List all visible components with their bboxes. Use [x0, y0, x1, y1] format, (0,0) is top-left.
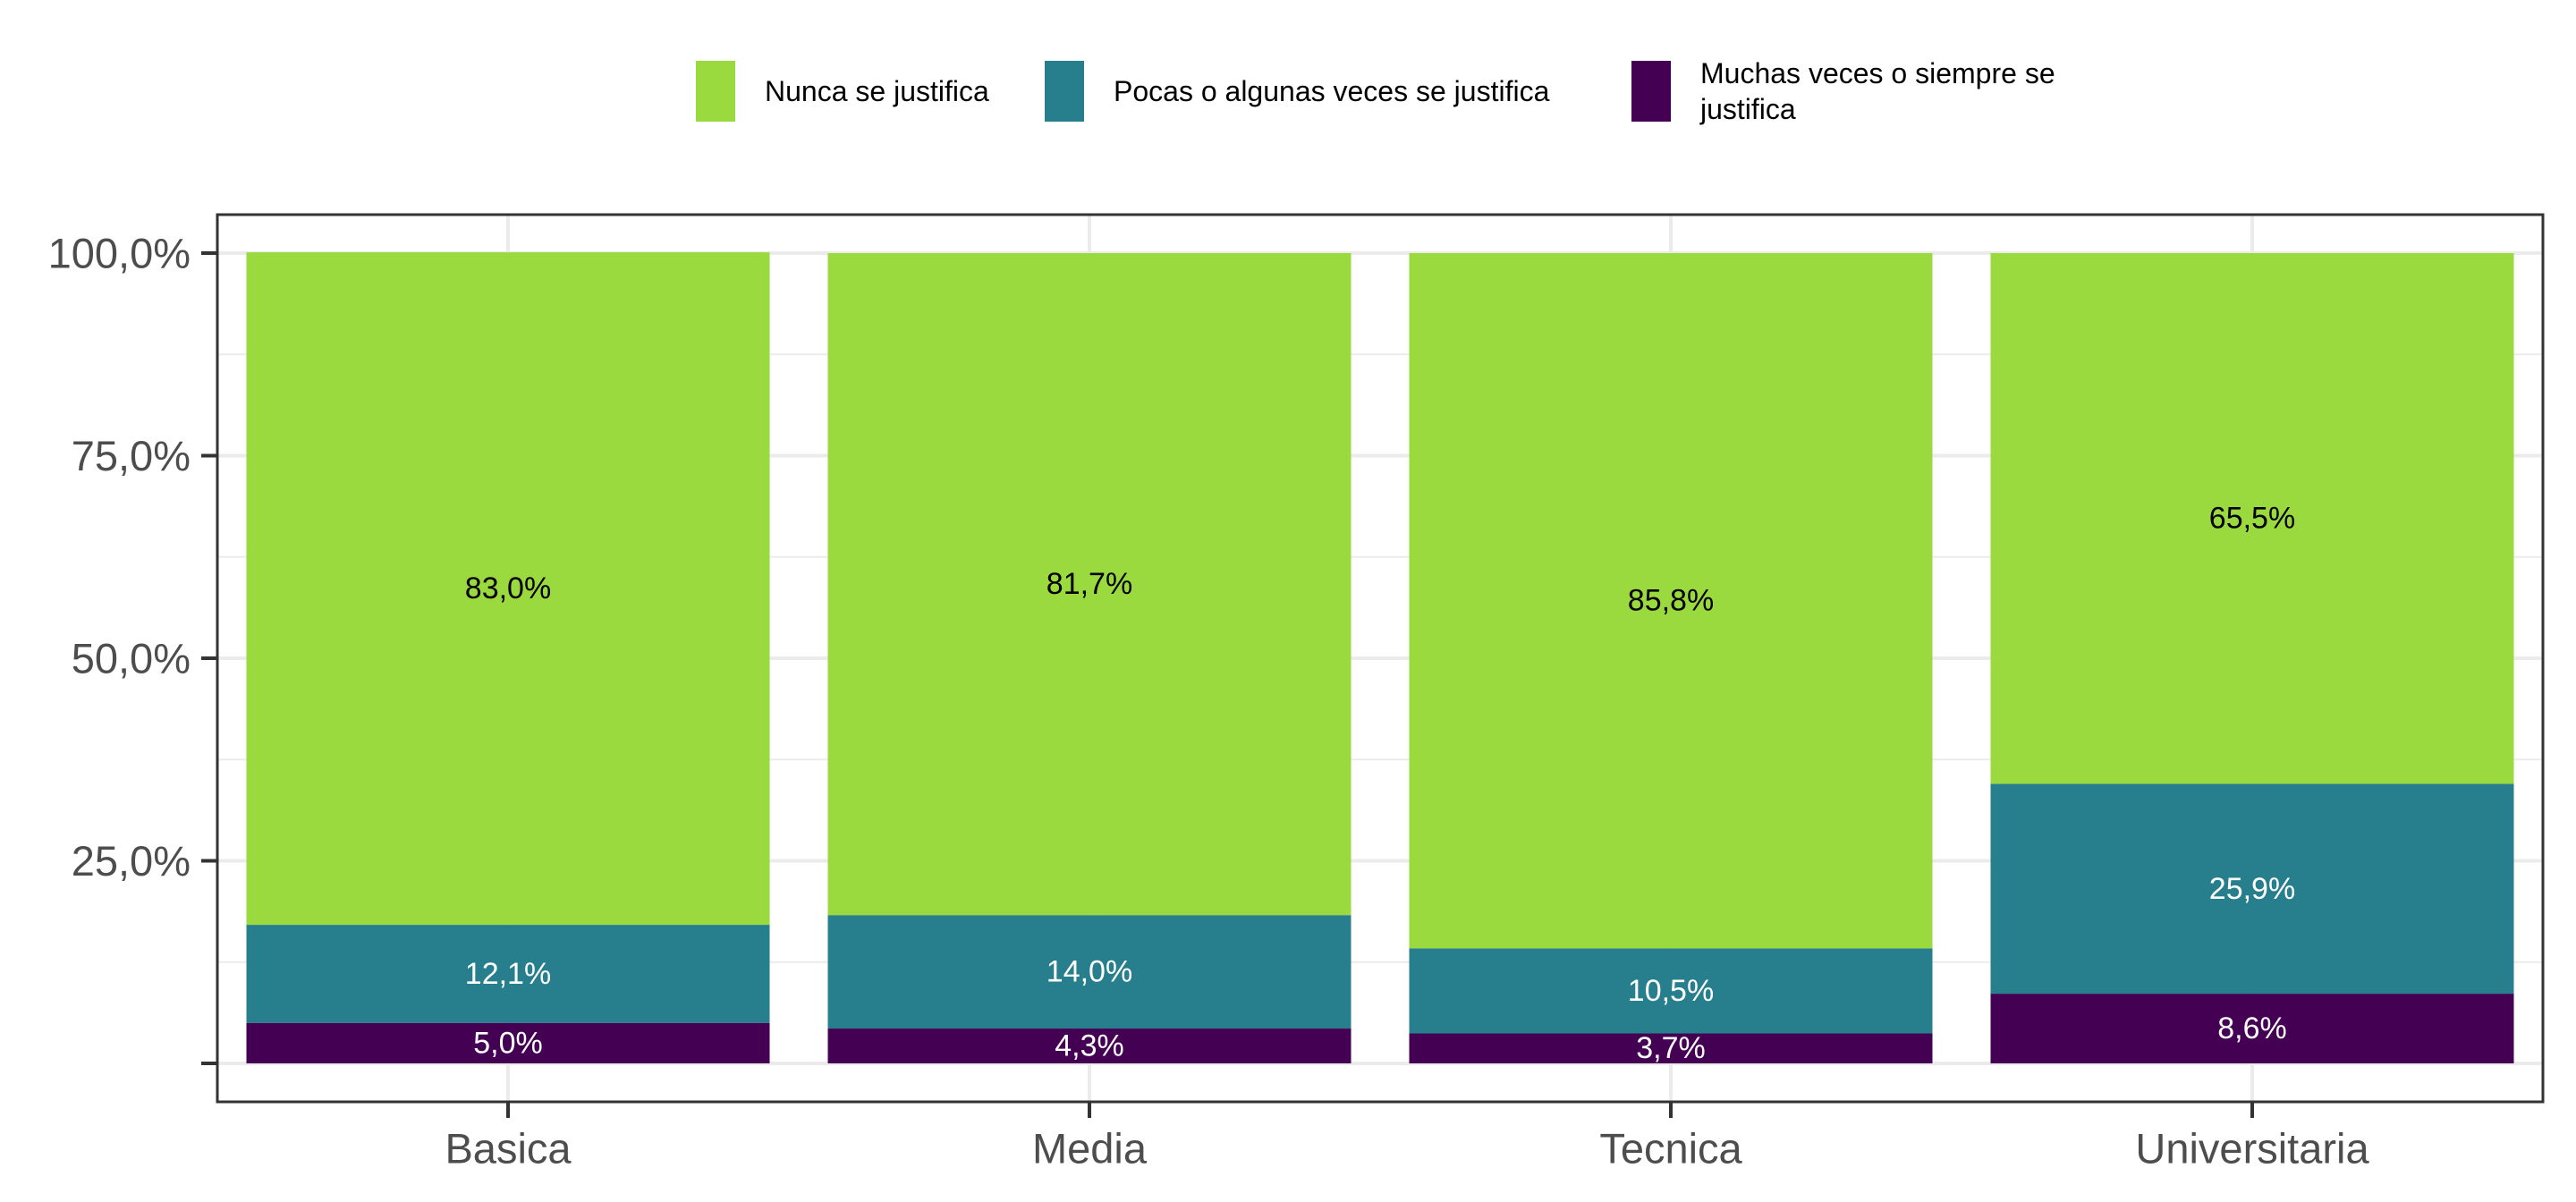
data-labels: 5,0% 12,1% 83,0% 4,3% 14,0% 81,7% 3,7% 10,5% 85,… [465, 502, 2295, 1066]
legend: Nunca se justifica Pocas o algunas veces … [696, 57, 2055, 125]
bar-basica-pocas-o-algunas-veces-se-justifica [246, 925, 770, 1023]
bar-universitaria-nunca-se-justifica [1990, 253, 2514, 784]
x-tick-label-tecnica: Tecnica [1599, 1125, 1742, 1172]
bar-basica-muchas-veces-o-siempre-se-justifica [246, 1022, 770, 1063]
bar-universitaria-pocas-o-algunas-veces-se-justifica [1990, 783, 2514, 995]
data-label-basica-nunca-se-justifica: 83,0% [465, 571, 551, 605]
data-label-tecnica-nunca-se-justifica: 85,8% [1628, 584, 1714, 618]
legend-label: justifica [1699, 93, 1796, 125]
x-tick-label-media: Media [1032, 1125, 1148, 1172]
legend-swatch [1045, 61, 1084, 122]
x-tick-label-universitaria: Universitaria [2135, 1125, 2369, 1172]
data-label-universitaria-pocas-o-algunas-veces-se-justifica: 25,9% [2209, 872, 2295, 906]
bar-tecnica-muchas-veces-o-siempre-se-justifica [1409, 1033, 1933, 1063]
legend-item-nunca-se-justifica: Nunca se justifica [696, 61, 989, 122]
data-label-media-pocas-o-algunas-veces-se-justifica: 14,0% [1046, 955, 1132, 989]
data-label-basica-pocas-o-algunas-veces-se-justifica: 12,1% [465, 957, 551, 991]
bar-basica-nunca-se-justifica [246, 252, 770, 926]
legend-label: Nunca se justifica [765, 75, 989, 107]
y-tick-label: 25,0% [72, 837, 191, 885]
y-tick-label: 50,0% [72, 635, 191, 682]
bar-universitaria-muchas-veces-o-siempre-se-justifica [1990, 994, 2514, 1063]
bar-media-muchas-veces-o-siempre-se-justifica [827, 1028, 1352, 1063]
bar-tecnica-nunca-se-justifica [1409, 253, 1933, 949]
legend-label: Muchas veces o siempre se [1700, 57, 2055, 89]
bar-media-nunca-se-justifica [827, 253, 1352, 916]
bar-media-pocas-o-algunas-veces-se-justifica [827, 915, 1352, 1029]
data-label-universitaria-nunca-se-justifica: 65,5% [2209, 502, 2295, 536]
bar-tecnica-pocas-o-algunas-veces-se-justifica [1409, 948, 1933, 1034]
data-label-universitaria-muchas-veces-o-siempre-se-justifica: 8,6% [2217, 1012, 2287, 1045]
legend-swatch [696, 61, 735, 122]
x-tick-label-basica: Basica [445, 1125, 572, 1172]
y-tick-label: 75,0% [72, 432, 191, 479]
legend-swatch [1631, 61, 1671, 122]
data-label-media-muchas-veces-o-siempre-se-justifica: 4,3% [1055, 1029, 1124, 1063]
data-label-tecnica-pocas-o-algunas-veces-se-justifica: 10,5% [1628, 974, 1714, 1008]
legend-label: Pocas o algunas veces se justifica [1114, 75, 1550, 107]
data-label-basica-muchas-veces-o-siempre-se-justifica: 5,0% [473, 1026, 543, 1060]
data-label-tecnica-muchas-veces-o-siempre-se-justifica: 3,7% [1636, 1031, 1706, 1065]
y-tick-label: 100,0% [48, 230, 191, 277]
legend-item-muchas-veces-o-siempre-se-justifica: Muchas veces o siempre se justifica [1631, 57, 2055, 125]
bars [246, 252, 2514, 1063]
axes: 25,0% 50,0% 75,0% 100,0% Basica Media Tecnica U… [48, 230, 2370, 1172]
legend-item-pocas-o-algunas-veces-se-justifica: Pocas o algunas veces se justifica [1045, 61, 1550, 122]
data-label-media-nunca-se-justifica: 81,7% [1046, 567, 1132, 601]
